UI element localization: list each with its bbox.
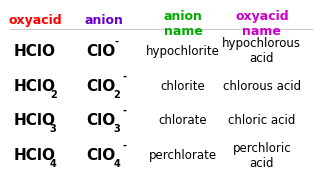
Text: anion: anion: [85, 14, 124, 27]
Text: oxyacid: oxyacid: [8, 14, 62, 27]
Text: HClO: HClO: [14, 113, 56, 128]
Text: chloric acid: chloric acid: [228, 114, 296, 127]
Text: HClO: HClO: [14, 148, 56, 163]
Text: ClO: ClO: [86, 113, 116, 128]
Text: ClO: ClO: [86, 79, 116, 94]
Text: ClO: ClO: [86, 148, 116, 163]
Text: 3: 3: [114, 124, 120, 134]
Text: -: -: [123, 105, 127, 115]
Text: -: -: [123, 72, 127, 82]
Text: HClO: HClO: [14, 79, 56, 94]
Text: oxyacid
name: oxyacid name: [235, 10, 289, 38]
Text: perchlorate: perchlorate: [149, 149, 217, 162]
Text: 2: 2: [114, 90, 120, 100]
Text: hypochlorite: hypochlorite: [146, 44, 220, 58]
Text: ClO: ClO: [86, 44, 116, 59]
Text: 2: 2: [50, 90, 57, 100]
Text: 4: 4: [50, 159, 57, 169]
Text: -: -: [115, 36, 119, 46]
Text: 3: 3: [50, 124, 57, 134]
Text: chlorate: chlorate: [159, 114, 207, 127]
Text: chlorite: chlorite: [161, 80, 205, 93]
Text: 4: 4: [114, 159, 120, 169]
Text: HClO: HClO: [14, 44, 56, 59]
Text: hypochlorous
acid: hypochlorous acid: [222, 37, 301, 65]
Text: chlorous acid: chlorous acid: [223, 80, 301, 93]
Text: anion
name: anion name: [164, 10, 203, 38]
Text: -: -: [123, 141, 127, 151]
Text: perchloric
acid: perchloric acid: [233, 142, 291, 170]
